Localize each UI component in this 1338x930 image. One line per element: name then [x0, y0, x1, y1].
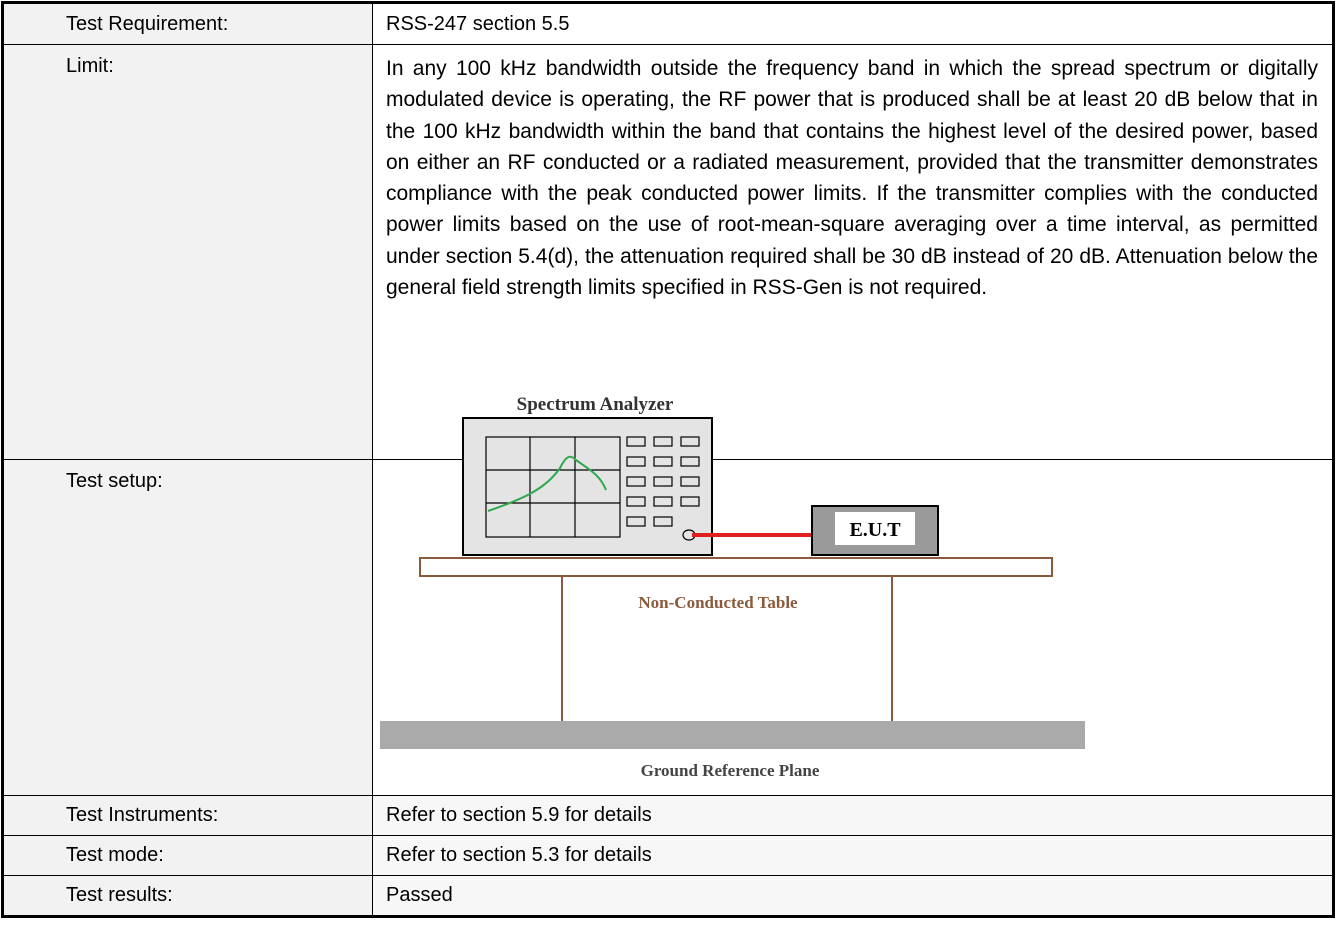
row: Test results: Passed: [2, 875, 1334, 917]
row: Limit: In any 100 kHz bandwidth outside …: [2, 44, 1334, 460]
label-cell: Test setup:: [2, 459, 373, 796]
row: Test Instruments: Refer to section 5.9 f…: [2, 795, 1334, 836]
limit-text: In any 100 kHz bandwidth outside the fre…: [386, 57, 1318, 300]
label-cell: Test Instruments:: [2, 795, 373, 836]
value-cell: In any 100 kHz bandwidth outside the fre…: [372, 44, 1334, 460]
table-top: [419, 557, 1053, 577]
analyzer-label: Spectrum Analyzer: [517, 394, 674, 415]
screen: [485, 436, 621, 538]
value-cell: Passed: [372, 875, 1334, 917]
value-cell: RSS-247 section 5.5: [372, 2, 1334, 45]
ground-label: Ground Reference Plane: [641, 761, 820, 780]
ground-plane: [380, 721, 1085, 749]
trace: [487, 455, 607, 512]
value-cell: Refer to section 5.3 for details: [372, 835, 1334, 876]
eut-label: E.U.T: [849, 519, 901, 541]
table-label: Non-Conducted Table: [638, 593, 798, 612]
label-cell: Test mode:: [2, 835, 373, 876]
eut-label-box: [835, 512, 915, 545]
buttons: [626, 436, 700, 541]
row: Test mode: Refer to section 5.3 for deta…: [2, 835, 1334, 876]
label-cell: Test results:: [2, 875, 373, 917]
value-cell: Refer to section 5.9 for details: [372, 795, 1334, 836]
